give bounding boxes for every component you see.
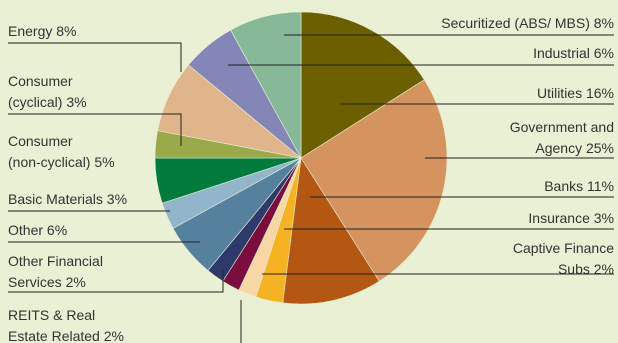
leader-other-financial: [8, 270, 224, 293]
leader-lines: [8, 34, 614, 343]
pie-slice-2: [282, 157, 380, 305]
leader-energy: [8, 42, 182, 72]
pie-slice-13: [230, 11, 302, 159]
label-captive: Captive Finance Subs 2%: [513, 240, 614, 277]
pie-slices: [154, 11, 448, 305]
pie-slice-1: [300, 79, 448, 282]
label-industrial: Industrial 6%: [533, 45, 614, 61]
label-other: Other 6%: [8, 222, 67, 238]
label-insurance: Insurance 3%: [528, 210, 614, 226]
label-banks: Banks 11%: [544, 178, 614, 194]
label-consumer-cyclical: Consumer (cyclical) 3%: [8, 73, 87, 110]
pie-slice-0: [300, 11, 425, 159]
slice-labels: Securitized (ABS/ MBS) 8% Industrial 6% Ut…: [8, 15, 614, 343]
label-reits: REITS & Real Estate Related 2%: [8, 307, 124, 343]
label-consumer-noncyclical: Consumer (non-cyclical) 5%: [8, 133, 115, 170]
label-securitized: Securitized (ABS/ MBS) 8%: [441, 15, 614, 31]
label-utilities: Utilities 16%: [537, 85, 614, 101]
label-other-financial: Other Financial Services 2%: [8, 253, 103, 290]
label-basic-materials: Basic Materials 3%: [8, 191, 127, 207]
label-government: Government and Agency 25%: [510, 119, 614, 156]
leader-consumer-cyclical: [8, 113, 182, 146]
label-energy: Energy 8%: [8, 23, 76, 39]
